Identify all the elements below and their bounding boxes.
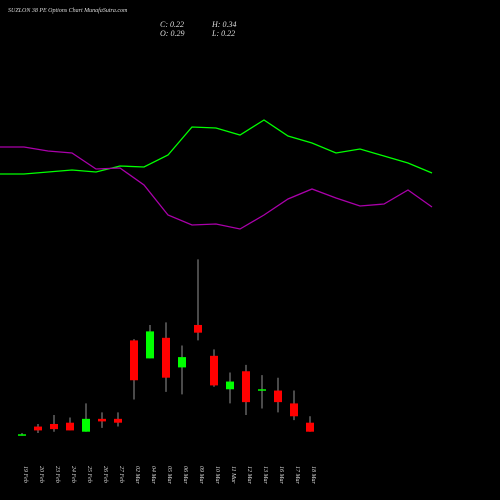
high-info: H: 0.34 (211, 20, 236, 29)
x-tick-label: 17 Mar (294, 466, 300, 484)
candle-body (82, 418, 90, 432)
x-tick-label: 12 Mar (246, 466, 252, 484)
close-info: C: 0.22 (160, 20, 184, 29)
candle-body (178, 357, 186, 368)
candle-body (114, 418, 122, 423)
candle-body (194, 324, 202, 333)
indicator-line (0, 146, 433, 230)
candle-body (274, 390, 282, 403)
x-tick-label: 26 Feb (102, 466, 108, 483)
candle-body (98, 418, 106, 422)
x-tick-label: 13 Mar (262, 466, 268, 484)
x-tick-label: 24 Feb (70, 466, 77, 483)
x-tick-label: 23 Feb (54, 466, 60, 483)
x-tick-label: 11 Mar (230, 466, 236, 484)
x-tick-label: 18 Mar (310, 466, 316, 484)
x-tick-label: 04 Mar (150, 466, 157, 484)
x-tick-label: 02 Mar (134, 466, 140, 484)
candle-body (162, 337, 170, 378)
candle-body (242, 371, 250, 403)
chart-title: SUZLON 38 PE Options Chart MunafaSutra.c… (8, 7, 128, 14)
x-tick-label: 10 Mar (214, 466, 220, 484)
candle-body (258, 389, 266, 391)
candle-body (130, 340, 138, 381)
low-info: L: 0.22 (211, 29, 235, 38)
candle-body (18, 434, 26, 436)
candle-body (50, 423, 58, 430)
x-tick-label: 19 Feb (22, 466, 28, 483)
x-tick-label: 27 Feb (118, 466, 124, 483)
candle-body (226, 381, 234, 390)
candle-body (306, 422, 314, 432)
x-tick-label: 25 Feb (86, 466, 92, 483)
candle-body (34, 426, 42, 431)
candle-body (146, 331, 154, 359)
candle-body (66, 422, 74, 431)
indicator-line (0, 119, 433, 175)
open-info: O: 0.29 (160, 29, 184, 38)
x-tick-label: 05 Mar (166, 466, 172, 484)
x-tick-label: 20 Feb (38, 466, 44, 483)
candle-body (210, 355, 218, 386)
x-tick-label: 09 Mar (198, 466, 204, 484)
x-tick-label: 16 Mar (278, 466, 284, 484)
x-tick-label: 06 Mar (182, 466, 188, 484)
candle-body (290, 403, 298, 417)
